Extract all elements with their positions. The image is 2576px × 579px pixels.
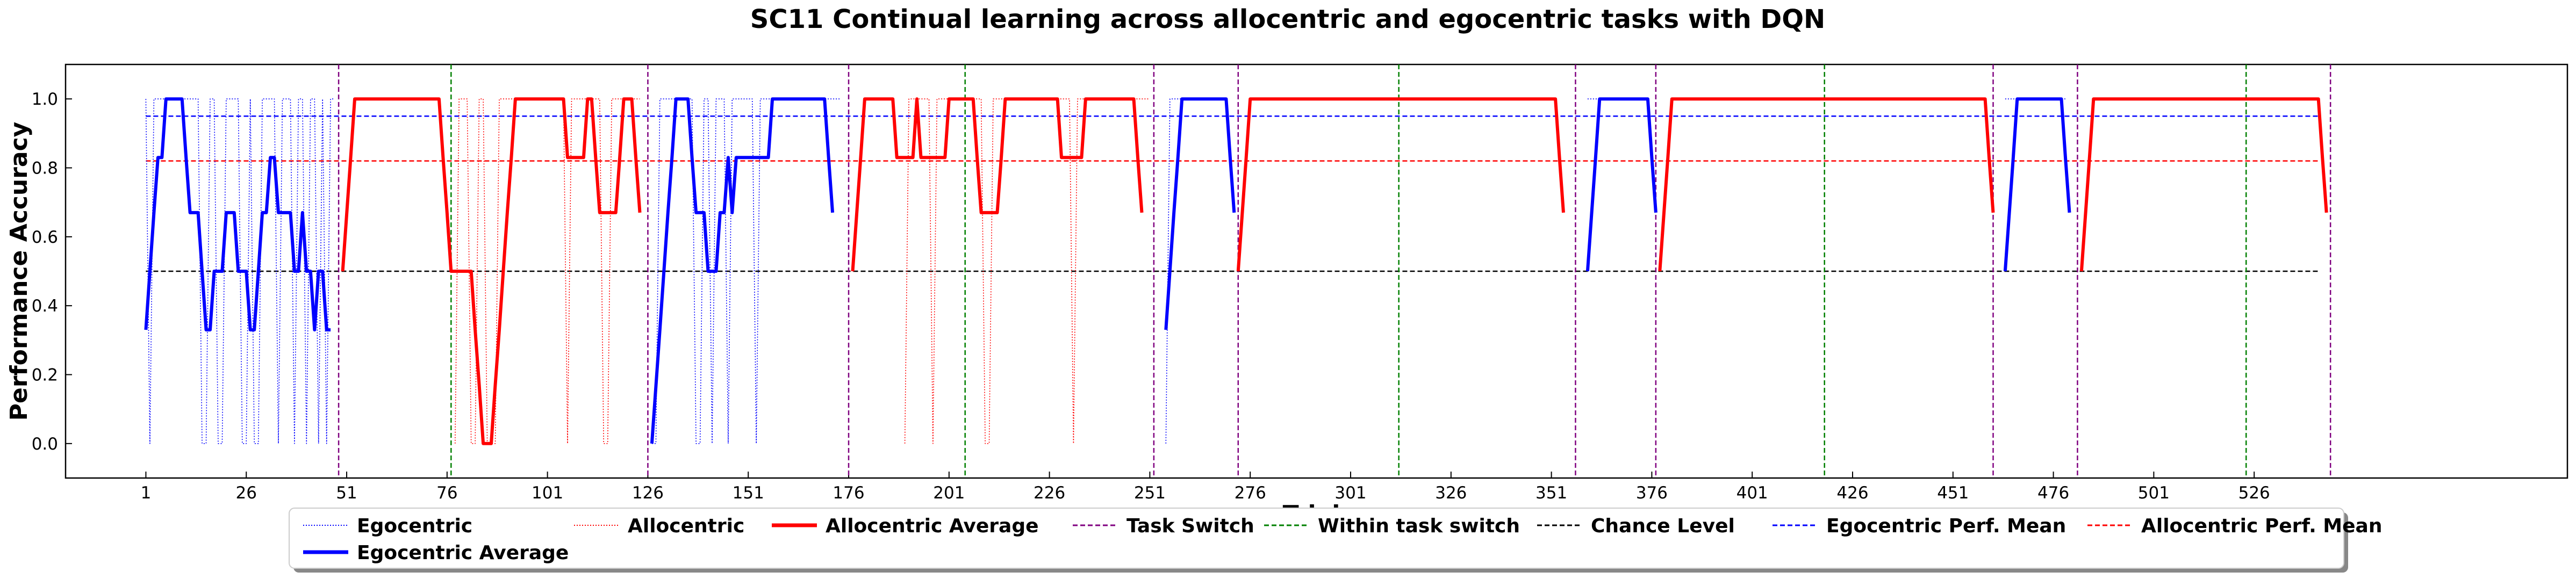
series-line-egocentric-average	[1164, 97, 1236, 330]
plot-frame	[64, 63, 2568, 479]
x-tick-label: 26	[236, 483, 257, 503]
x-tick-label: 151	[733, 483, 764, 503]
x-tick-label: 276	[1235, 483, 1266, 503]
x-tick-label: 301	[1334, 483, 1366, 503]
x-tick-label: 251	[1134, 483, 1166, 503]
y-tick-label: 0.4	[32, 296, 58, 316]
x-tick-label: 176	[833, 483, 864, 503]
series-line-allocentric	[455, 98, 640, 444]
x-tick-label: 451	[1937, 483, 1969, 503]
x-tick-label: 401	[1737, 483, 1768, 503]
legend-label: Chance Level	[1591, 515, 1735, 537]
legend-label: Egocentric	[357, 515, 472, 537]
y-axis-label: Performance Accuracy	[5, 122, 33, 421]
y-tick-label: 0.8	[32, 159, 58, 178]
y-tick-label: 1.0	[32, 90, 58, 109]
x-tick-label: 101	[532, 483, 563, 503]
series-line-egocentric-average	[650, 97, 835, 444]
series-line-egocentric-average	[144, 97, 331, 332]
series-line-allocentric-average	[1658, 97, 1995, 272]
x-tick-label: 201	[933, 483, 965, 503]
series-line-allocentric-average	[341, 97, 642, 445]
legend-label: Allocentric	[628, 515, 744, 537]
x-tick-label: 1	[141, 483, 152, 503]
x-tick-label: 501	[2138, 483, 2170, 503]
y-tick-label: 0.6	[32, 228, 58, 247]
chart-title: SC11 Continual learning across allocentr…	[750, 4, 1825, 34]
legend-label: Egocentric Perf. Mean	[1826, 515, 2066, 537]
x-tick-label: 51	[336, 483, 357, 503]
x-tick-label: 526	[2238, 483, 2270, 503]
y-tick-label: 0.0	[32, 435, 58, 454]
legend: Egocentric Allocentric Allocentric Average…	[289, 508, 2382, 573]
plot-area: 0.00.20.40.60.81.01 26 51 76 101 126 151 176 201…	[32, 63, 2568, 503]
legend-label: Allocentric Perf. Mean	[2141, 515, 2382, 537]
x-tick-label: 226	[1034, 483, 1065, 503]
series-line-allocentric-average	[1236, 97, 1565, 272]
legend-label: Task Switch	[1126, 515, 1254, 537]
x-tick-label: 326	[1435, 483, 1467, 503]
legend-label: Within task switch	[1318, 515, 1520, 537]
x-tick-label: 476	[2037, 483, 2069, 503]
series-line-egocentric-average	[2003, 97, 2071, 272]
legend-label: Egocentric Average	[357, 542, 569, 564]
x-tick-label: 351	[1535, 483, 1567, 503]
legend-box	[289, 508, 2344, 569]
x-tick-label: 426	[1836, 483, 1868, 503]
series-line-allocentric-average	[851, 97, 1144, 272]
x-tick-label: 376	[1636, 483, 1668, 503]
series-line-egocentric-average	[1585, 97, 1657, 272]
x-tick-label: 76	[436, 483, 457, 503]
y-tick-label: 0.2	[32, 366, 58, 385]
series-line-allocentric-average	[2079, 97, 2328, 272]
legend-label: Allocentric Average	[826, 515, 1039, 537]
x-tick-label: 126	[632, 483, 664, 503]
